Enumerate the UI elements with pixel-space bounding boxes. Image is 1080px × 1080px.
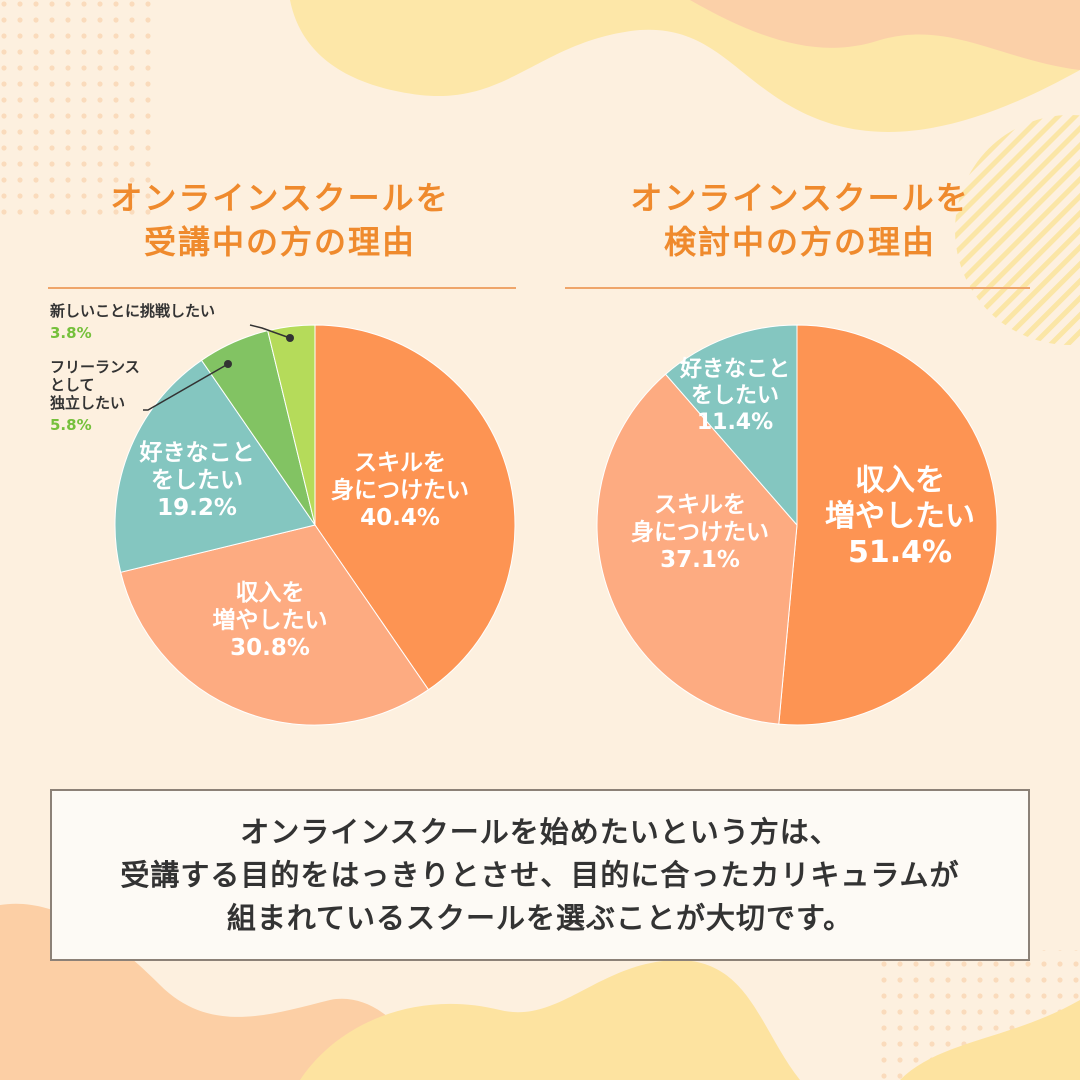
slice-labels: スキルを身につけたい40.4%収入を増やしたい30.8%好きなことをしたい19.… bbox=[50, 302, 469, 661]
slice-label-text: 身につけたい bbox=[631, 519, 769, 546]
slice-value-text: 51.4% bbox=[848, 535, 952, 570]
pie-slice bbox=[778, 324, 998, 726]
slice-value-text: 19.2% bbox=[157, 495, 237, 521]
callout-label: 新しいことに挑戦したい 3.8% bbox=[50, 302, 294, 342]
title-rule bbox=[565, 287, 1030, 289]
pie-slice bbox=[664, 324, 798, 527]
slice-label-text: フリーランス bbox=[50, 358, 140, 376]
slice-value-text: 30.8% bbox=[230, 635, 310, 661]
pie-slice bbox=[596, 373, 798, 725]
dots-top-left bbox=[0, 0, 160, 220]
summary-box: オンラインスクールを始めたいという方は、 受講する目的をはっきりとさせ、目的に合… bbox=[50, 789, 1030, 961]
callout-dot bbox=[286, 334, 294, 342]
pie-slice bbox=[120, 524, 430, 726]
callout-dot bbox=[224, 360, 232, 368]
callout-leader-line bbox=[249, 324, 291, 339]
slice-label-text: をしたい bbox=[151, 468, 243, 494]
pie-slices bbox=[596, 324, 998, 726]
slice-label-text: をしたい bbox=[691, 383, 779, 408]
summary-line: オンラインスクールを始めたいという方は、 bbox=[240, 814, 840, 849]
blob-top-right-peach bbox=[690, 0, 1080, 70]
slice-label-text: 収入を bbox=[236, 580, 305, 606]
slice-label-text: スキルを bbox=[354, 450, 446, 476]
pie-slices bbox=[114, 324, 516, 726]
slice-label-text: 新しいことに挑戦したい bbox=[50, 302, 215, 320]
slice-label-text: 独立したい bbox=[50, 394, 125, 412]
slice-label-text: 好きなこと bbox=[679, 356, 790, 382]
slice-label-text: 身につけたい bbox=[331, 477, 469, 504]
chart-title-line-1: オンラインスクールを bbox=[110, 179, 450, 217]
slice-label-text: 収入を bbox=[855, 463, 945, 498]
blob-bottom-right bbox=[900, 1000, 1080, 1080]
pie-slice bbox=[114, 359, 316, 573]
chart-title-current: オンラインスクールを 受講中の方の理由 bbox=[40, 176, 520, 264]
chart-title-line-2: 受講中の方の理由 bbox=[143, 223, 416, 261]
chart-title-considering: オンラインスクールを 検討中の方の理由 bbox=[560, 176, 1040, 264]
summary-line: 受講する目的をはっきりとさせ、目的に合ったカリキュラムが bbox=[120, 857, 960, 892]
chart-title-line-1: オンラインスクールを bbox=[630, 179, 970, 217]
blob-bottom bbox=[300, 960, 800, 1080]
pie-slice bbox=[314, 324, 516, 691]
title-rule bbox=[48, 287, 516, 289]
pie-chart-current: スキルを身につけたい40.4%収入を増やしたい30.8%好きなことをしたい19.… bbox=[50, 302, 516, 726]
slice-label-text: として bbox=[50, 376, 95, 394]
slice-value-text: 5.8% bbox=[50, 416, 92, 434]
callout-leader-line bbox=[143, 363, 229, 411]
slice-label-text: 増やしたい bbox=[213, 607, 328, 634]
slice-value-text: 3.8% bbox=[50, 324, 92, 342]
slice-value-text: 40.4% bbox=[360, 505, 440, 531]
slice-value-text: 11.4% bbox=[697, 410, 773, 435]
slice-label-text: 好きなこと bbox=[139, 440, 255, 466]
summary-line: 組まれているスクールを選ぶことが大切です。 bbox=[226, 900, 854, 935]
slice-label-text: スキルを bbox=[654, 492, 746, 518]
chart-title-line-2: 検討中の方の理由 bbox=[663, 223, 936, 261]
slice-value-text: 37.1% bbox=[660, 547, 740, 573]
slice-label-text: 増やしたい bbox=[825, 499, 975, 534]
